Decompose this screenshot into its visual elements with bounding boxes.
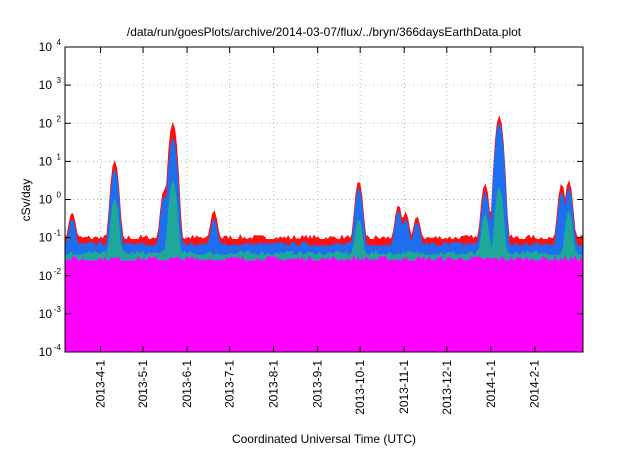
y-tick-label: 10 (39, 78, 53, 92)
y-tick-exponent: 3 (57, 76, 62, 85)
x-tick-label: 2014-1-1 (484, 360, 498, 408)
y-tick-label: 10 (39, 116, 53, 130)
x-tick-label: 2013-6-1 (180, 360, 194, 408)
series-layer (64, 115, 584, 353)
y-axis-label: cSv/day (19, 179, 33, 222)
x-tick-label: 2013-9-1 (311, 360, 325, 408)
series-spikes (72, 290, 572, 352)
x-tick-labels: 2013-4-1 2013-5-1 2013-6-1 2013-7-1 2013-8-1… (93, 360, 541, 415)
series-band (65, 260, 583, 291)
y-tick-label: 10 (39, 154, 53, 168)
y-tick-label: 10 (39, 307, 53, 321)
y-tick-exponent: 0 (57, 191, 62, 200)
y-tick-exponent: -2 (54, 267, 62, 276)
y-tick-label: 10 (39, 345, 53, 359)
y-tick-exponent: -3 (54, 305, 62, 314)
x-tick-label: 2013-11-1 (397, 360, 411, 414)
ticks (65, 46, 583, 353)
y-tick-exponent: -4 (54, 343, 62, 352)
y-tick-label: 10 (39, 231, 53, 245)
x-tick-label: 2013-5-1 (136, 360, 150, 408)
y-tick-exponent: 1 (57, 152, 62, 161)
y-tick-exponent: 4 (57, 38, 62, 47)
y-tick-label: 10 (39, 40, 53, 54)
x-axis-label: Coordinated Universal Time (UTC) (232, 432, 416, 446)
x-tick-label: 2013-10-1 (353, 360, 367, 415)
y-tick-exponent: -1 (54, 229, 62, 238)
y-tick-exponent: 2 (57, 114, 62, 123)
series-gap-fill (355, 290, 365, 352)
y-tick-label: 10 (39, 193, 53, 207)
y-tick-label: 10 (39, 269, 53, 283)
x-tick-label: 2013-12-1 (440, 360, 454, 415)
x-tick-label: 2013-7-1 (223, 360, 237, 408)
x-tick-label: 2013-4-1 (93, 360, 107, 408)
x-tick-label: 2013-8-1 (267, 360, 281, 408)
x-tick-label: 2014-2-1 (528, 360, 542, 408)
chart-title: /data/run/goesPlots/archive/2014-03-07/f… (127, 25, 522, 39)
